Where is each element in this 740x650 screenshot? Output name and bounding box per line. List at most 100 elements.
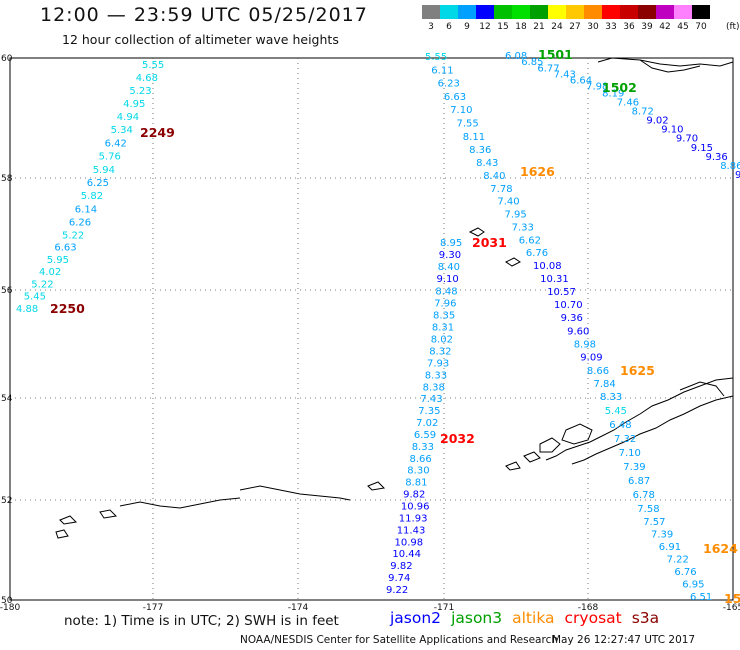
generated-timestamp: May 26 12:27:47 UTC 2017: [552, 634, 696, 646]
swh-obs-track-2031-2032-20: 9.36: [561, 313, 583, 324]
swh-obs-track-2031-2032-35: 7.57: [643, 517, 665, 528]
swh-obs-track-2031-2032-west-13: 7.43: [420, 394, 442, 405]
lon-tick--177: -177: [143, 603, 163, 613]
scale-label-21: 21: [533, 22, 545, 32]
swh-obs-track-2031-2032-west-24: 11.43: [397, 525, 426, 536]
swh-obs-track-1501-1502-7: 7.46: [617, 97, 639, 108]
wave-height-observations: 5.55 4.68 5.23 4.95 4.94 5.34 6.42 5.76 5.94 6.25…: [16, 47, 740, 606]
scale-swatch-9: [458, 5, 476, 19]
pass-time-label-1501: 1501: [538, 47, 573, 62]
swh-obs-track-2031-2032-west-19: 8.30: [407, 466, 429, 477]
swh-obs-track-2249-2250-14: 6.63: [54, 243, 76, 254]
swh-obs-track-2031-2032-23: 9.09: [580, 353, 602, 364]
swh-obs-track-2031-2032-14: 6.62: [519, 235, 541, 246]
color-scale-legend: 3 6 9 12 15 18 21 24 27 30 33 36 39 42 45 70 (ft): [422, 5, 740, 37]
swh-obs-track-2031-2032-26: 8.33: [600, 392, 622, 403]
scale-swatch-12: [476, 5, 494, 19]
swh-obs-track-2249-2250-13: 5.22: [62, 230, 84, 241]
scale-swatch-15: [494, 5, 512, 19]
swh-obs-track-2031-2032-18: 10.57: [547, 287, 576, 298]
island-chain-central: [239, 485, 351, 501]
island-near-1: [59, 515, 78, 525]
pass-time-label-1625: 1625: [620, 363, 655, 378]
pass-time-label-1624: 1624: [703, 541, 738, 556]
swh-obs-track-2031-2032-5: 7.55: [457, 119, 479, 130]
swh-obs-track-2031-2032-19: 10.70: [554, 300, 583, 311]
scale-swatch-18: [512, 5, 530, 19]
swh-obs-track-2031-2032-40: 6.95: [682, 580, 704, 591]
scale-label-15: 15: [497, 22, 509, 32]
scale-label-42: 42: [659, 22, 671, 32]
swh-obs-track-2249-2250-9: 6.25: [87, 178, 109, 189]
swh-obs-track-2249-2250-6: 6.42: [105, 138, 127, 149]
swh-obs-track-2031-2032-west-7: 8.31: [432, 322, 454, 333]
swh-obs-track-2031-2032-13: 7.33: [512, 223, 534, 234]
mission-jason2: jason2: [390, 609, 442, 627]
scale-swatch-6: [440, 5, 458, 19]
swh-obs-track-2031-2032-west-20: 8.81: [405, 478, 427, 489]
swh-obs-track-2031-2032-west-14: 7.35: [418, 406, 440, 417]
swh-obs-track-2031-2032-0: 5.55: [425, 52, 447, 63]
scale-label-33: 33: [605, 22, 617, 32]
mission-s3a: s3a: [631, 609, 660, 627]
swh-obs-track-2249-2250-19: 4.88: [16, 304, 38, 315]
page-title: 12:00 — 23:59 UTC 05/25/2017: [40, 4, 368, 26]
swh-obs-track-2031-2032-8: 8.43: [476, 158, 498, 169]
pass-time-label-2032: 2032: [440, 431, 475, 446]
swh-obs-track-2031-2032-36: 7.39: [651, 530, 673, 541]
scale-swatch-3: [422, 5, 440, 19]
scale-label-30: 30: [587, 22, 599, 32]
swh-obs-track-2249-2250-0: 5.55: [142, 60, 164, 71]
island-fox-2: [505, 461, 521, 471]
swh-obs-track-1501-1502-9: 9.02: [646, 116, 668, 127]
swh-obs-track-2031-2032-1: 6.11: [431, 65, 453, 76]
mission-legend: jason2 jason3 altika cryosat s3a: [390, 609, 669, 627]
lat-tick-58: 58: [1, 174, 13, 184]
swh-obs-track-2031-2032-33: 6.78: [633, 490, 655, 501]
swh-obs-track-2031-2032-31: 7.39: [623, 462, 645, 473]
swh-obs-track-2031-2032-west-2: 8.40: [438, 262, 460, 273]
swh-obs-track-2031-2032-25: 7.84: [594, 379, 616, 390]
scale-label-45: 45: [677, 22, 689, 32]
scale-swatch-70: [692, 5, 710, 19]
swh-obs-track-1501-1502-1: 6.85: [521, 57, 543, 68]
lon-tick--180: -180: [0, 603, 20, 613]
swh-obs-track-2031-2032-28: 6.48: [609, 420, 631, 431]
swh-obs-track-2031-2032-west-4: 8.48: [435, 286, 457, 297]
swh-obs-track-2031-2032-3: 6.63: [444, 92, 466, 103]
swh-obs-track-1501-1502-14: 8.86: [720, 161, 740, 172]
swh-obs-track-1501-1502-4: 6.64: [570, 76, 592, 87]
lon-tick--171: -171: [434, 603, 454, 613]
swh-obs-track-2031-2032-17: 10.31: [540, 274, 569, 285]
island-st-george: [505, 257, 521, 267]
scale-label-9: 9: [464, 22, 470, 32]
island-unimak-north: [679, 381, 725, 397]
swh-obs-track-2031-2032-west-28: 9.74: [388, 573, 410, 584]
swh-obs-track-2031-2032-west-27: 9.82: [390, 561, 412, 572]
swh-obs-track-2031-2032-6: 8.11: [463, 132, 485, 143]
swh-obs-track-2031-2032-22: 8.98: [574, 339, 596, 350]
scale-label-27: 27: [569, 22, 581, 32]
swh-obs-track-2031-2032-west-23: 11.93: [399, 513, 428, 524]
swh-obs-track-2031-2032-west-1: 9.30: [439, 250, 461, 261]
island-umnak: [539, 437, 561, 453]
swh-obs-track-2031-2032-34: 7.58: [637, 504, 659, 515]
lat-tick-54: 54: [1, 394, 13, 404]
scale-swatch-45: [674, 5, 692, 19]
scale-label-36: 36: [623, 22, 635, 32]
swh-obs-track-1501-1502-6: 8.19: [602, 88, 624, 99]
swh-obs-track-2249-2250-1: 4.68: [136, 73, 158, 84]
swh-obs-track-2031-2032-15: 6.76: [526, 248, 548, 259]
swh-obs-track-2031-2032-west-3: 9.10: [437, 274, 459, 285]
swh-obs-track-2031-2032-30: 7.10: [619, 448, 641, 459]
swh-obs-track-1501-1502-10: 9.10: [661, 125, 683, 136]
footnote: note: 1) Time is in UTC; 2) SWH is in fe…: [64, 613, 339, 629]
swh-obs-track-2249-2250-10: 5.82: [81, 191, 103, 202]
lat-tick-56: 56: [1, 286, 13, 296]
swh-obs-track-2031-2032-west-25: 10.98: [395, 537, 424, 548]
swh-obs-track-2031-2032-38: 7.22: [667, 555, 689, 566]
lon-tick--168: -168: [578, 603, 599, 613]
scale-label-12: 12: [479, 22, 491, 32]
coastlines: [55, 57, 734, 539]
swh-obs-track-2249-2250-2: 5.23: [129, 86, 151, 97]
